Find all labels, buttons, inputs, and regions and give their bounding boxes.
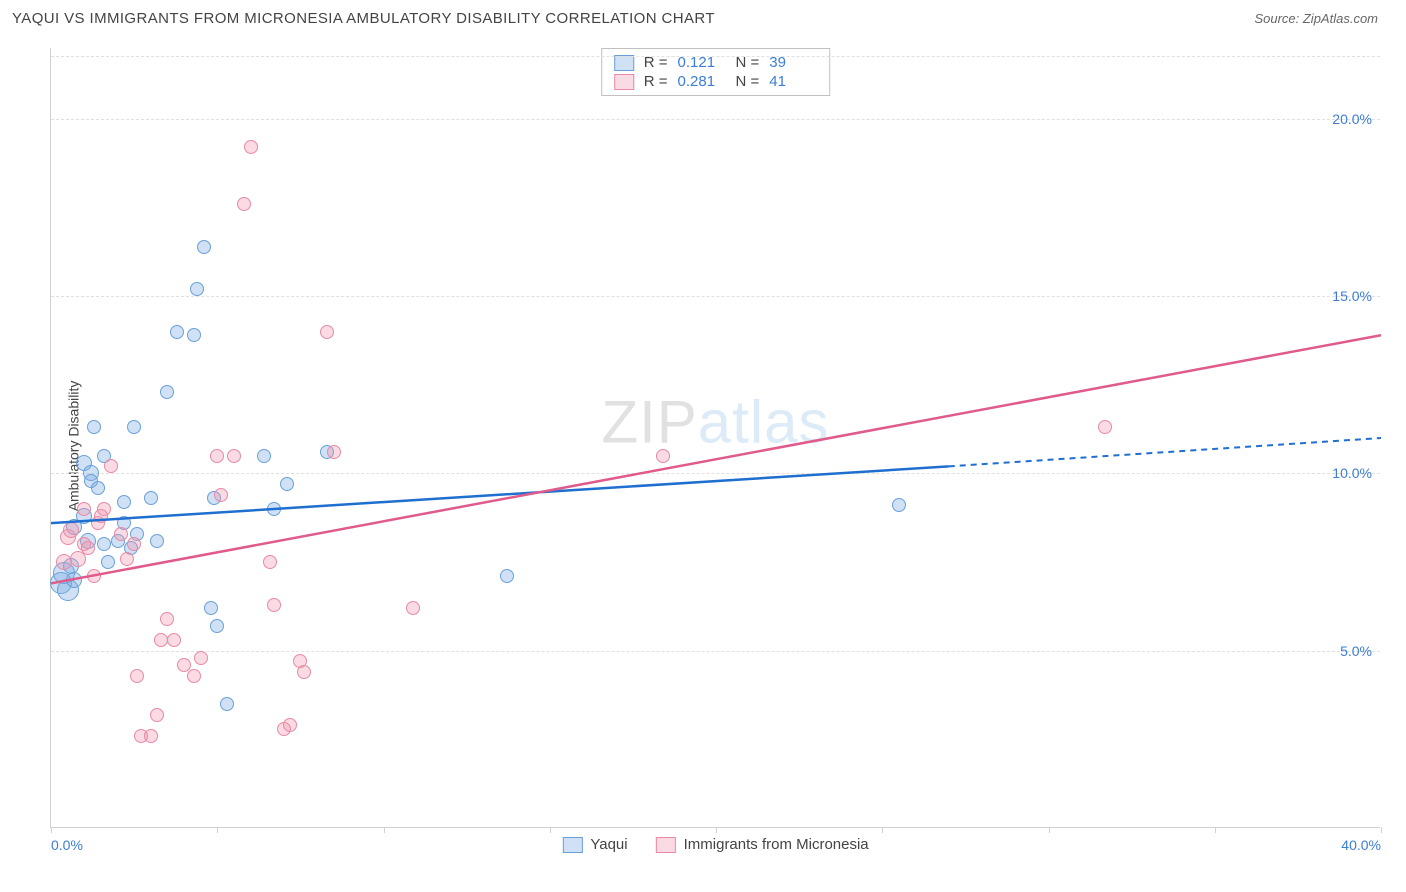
data-point	[283, 718, 297, 732]
y-tick-label: 5.0%	[1340, 643, 1372, 659]
data-point	[227, 449, 241, 463]
data-point	[187, 328, 201, 342]
source-attribution: Source: ZipAtlas.com	[1254, 11, 1378, 26]
data-point	[210, 619, 224, 633]
legend-label-1: Yaqui	[590, 836, 627, 853]
data-point	[81, 541, 95, 555]
r-value-2: 0.281	[678, 73, 726, 90]
y-tick-label: 10.0%	[1332, 465, 1372, 481]
data-point	[406, 601, 420, 615]
data-point	[97, 537, 111, 551]
legend-item-2: Immigrants from Micronesia	[656, 836, 869, 853]
data-point	[257, 449, 271, 463]
x-tick-label: 0.0%	[51, 837, 83, 853]
y-tick-label: 20.0%	[1332, 111, 1372, 127]
data-point	[892, 498, 906, 512]
x-tick	[1049, 827, 1050, 833]
trend-lines	[51, 48, 1381, 828]
data-point	[130, 669, 144, 683]
data-point	[77, 502, 91, 516]
legend-label-2: Immigrants from Micronesia	[684, 836, 869, 853]
data-point	[194, 651, 208, 665]
gridline	[51, 119, 1380, 120]
data-point	[160, 612, 174, 626]
x-tick-label: 40.0%	[1341, 837, 1381, 853]
series-legend: Yaqui Immigrants from Micronesia	[562, 836, 868, 853]
data-point	[320, 325, 334, 339]
swatch-series2	[614, 74, 634, 90]
data-point	[267, 598, 281, 612]
data-point	[127, 420, 141, 434]
data-point	[63, 522, 79, 538]
gridline	[51, 56, 1380, 57]
data-point	[127, 537, 141, 551]
data-point	[197, 240, 211, 254]
data-point	[150, 534, 164, 548]
legend-item-1: Yaqui	[562, 836, 627, 853]
data-point	[170, 325, 184, 339]
data-point	[150, 708, 164, 722]
data-point	[656, 449, 670, 463]
y-tick-label: 15.0%	[1332, 288, 1372, 304]
data-point	[160, 385, 174, 399]
x-tick	[51, 827, 52, 833]
legend-swatch-1	[562, 837, 582, 853]
x-tick	[384, 827, 385, 833]
data-point	[210, 449, 224, 463]
x-tick	[217, 827, 218, 833]
data-point	[144, 729, 158, 743]
data-point	[187, 669, 201, 683]
data-point	[144, 491, 158, 505]
data-point	[267, 502, 281, 516]
data-point	[154, 633, 168, 647]
data-point	[190, 282, 204, 296]
gridline	[51, 473, 1380, 474]
watermark: ZIPatlas	[601, 387, 829, 456]
n-value-2: 41	[769, 73, 817, 90]
gridline	[51, 651, 1380, 652]
x-tick	[1381, 827, 1382, 833]
data-point	[327, 445, 341, 459]
x-tick	[716, 827, 717, 833]
data-point	[66, 572, 82, 588]
data-point	[1098, 420, 1112, 434]
data-point	[117, 495, 131, 509]
data-point	[120, 552, 134, 566]
data-point	[500, 569, 514, 583]
legend-swatch-2	[656, 837, 676, 853]
x-tick	[1215, 827, 1216, 833]
data-point	[280, 477, 294, 491]
data-point	[87, 569, 101, 583]
x-tick	[550, 827, 551, 833]
x-tick	[882, 827, 883, 833]
chart-title: YAQUI VS IMMIGRANTS FROM MICRONESIA AMBU…	[12, 10, 715, 27]
scatter-plot: ZIPatlas R = 0.121 N = 39 R = 0.281 N = …	[50, 48, 1380, 828]
data-point	[297, 665, 311, 679]
data-point	[214, 488, 228, 502]
gridline	[51, 296, 1380, 297]
data-point	[220, 697, 234, 711]
data-point	[101, 555, 115, 569]
data-point	[244, 140, 258, 154]
data-point	[114, 527, 128, 541]
data-point	[263, 555, 277, 569]
data-point	[104, 459, 118, 473]
data-point	[91, 481, 105, 495]
data-point	[97, 502, 111, 516]
data-point	[87, 420, 101, 434]
stats-row-series2: R = 0.281 N = 41	[614, 72, 818, 91]
data-point	[204, 601, 218, 615]
data-point	[237, 197, 251, 211]
data-point	[167, 633, 181, 647]
